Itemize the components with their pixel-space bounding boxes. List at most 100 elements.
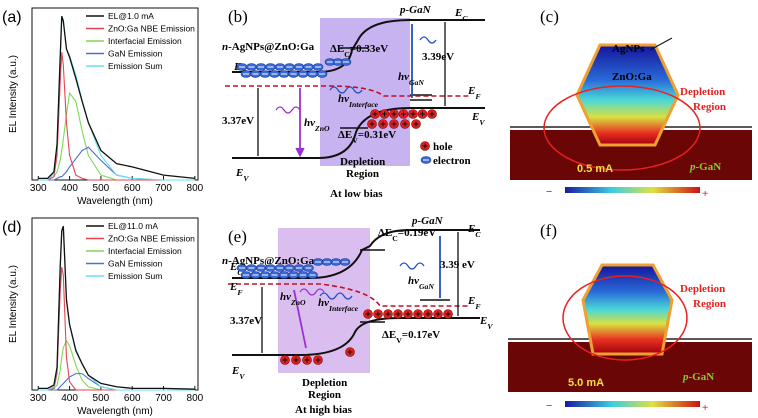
minus: − — [546, 400, 552, 412]
ef-right: EF — [467, 295, 480, 311]
x-tick-label: 400 — [61, 393, 78, 404]
plus: + — [702, 188, 708, 200]
hole-sign — [405, 311, 411, 317]
agnps: AgNPs — [612, 43, 645, 55]
ef-right-part: E — [467, 85, 475, 97]
pgan-part: p — [682, 371, 689, 383]
hole-sign — [369, 121, 375, 127]
series-line — [38, 52, 195, 181]
ef-right-part: F — [475, 92, 480, 101]
title-part: -AgNPs@ZnO:Ga — [228, 41, 315, 53]
depletion-outline — [543, 85, 701, 171]
pgan: p-GaN — [411, 215, 444, 227]
hv-gan-part: hν — [408, 275, 419, 287]
region: Region — [346, 168, 379, 180]
ev-left: EV — [231, 365, 245, 381]
label: (f) — [540, 221, 557, 240]
hole-sign — [365, 311, 371, 317]
region: Region — [693, 101, 726, 113]
ev-right-part: E — [471, 111, 479, 123]
dEc-part: C — [344, 50, 350, 59]
fermi-level — [225, 85, 470, 97]
legend-label: Interfacial Emission — [108, 246, 182, 256]
hole-sign — [382, 111, 387, 117]
dEv: ΔEV=0.31eV — [338, 129, 396, 145]
ev-right-part: V — [479, 118, 485, 127]
ev-right-part: V — [487, 322, 493, 331]
ev-left-part: V — [239, 372, 245, 381]
y-axis-title: EL Intensity (a.u.) — [8, 55, 19, 133]
title-part: -AgNPs@ZnO:Ga — [228, 255, 315, 267]
hv-zno-part: ZnO — [314, 124, 330, 133]
ef-right-part: F — [475, 302, 480, 311]
hole-sign — [385, 311, 391, 317]
hole-sign — [395, 311, 401, 317]
title-part: n — [222, 41, 228, 53]
dEc-part: C — [392, 234, 398, 243]
x-tick-label: 700 — [155, 183, 172, 194]
fermi-level — [228, 283, 470, 307]
x-tick-label: 500 — [93, 183, 110, 194]
hv-zno-part: hν — [304, 117, 315, 129]
label: (c) — [540, 7, 559, 26]
ec-right-part: C — [462, 14, 468, 23]
hv-interface: hνInterface — [338, 93, 379, 109]
ev-left: EV — [235, 167, 249, 183]
title: n-AgNPs@ZnO:Ga — [222, 255, 315, 267]
ev-left-part: E — [235, 167, 243, 179]
hv-interface-part: Interface — [348, 100, 379, 109]
pointer — [649, 37, 673, 51]
ev-left-part: E — [231, 365, 239, 377]
hole-sign — [445, 311, 451, 317]
ec-right-part: E — [467, 223, 475, 235]
ev-right: EV — [479, 315, 493, 331]
ec-right-part: E — [454, 7, 462, 19]
nanoparticle — [575, 43, 680, 147]
gap-right: 3.39eV — [422, 51, 454, 63]
hole-sign — [435, 311, 441, 317]
hv-gan: hνGaN — [398, 71, 424, 87]
x-axis-title: Wavelength (nm) — [77, 196, 153, 207]
series-line — [38, 339, 195, 391]
ef-left-part: E — [229, 281, 237, 293]
ec-right: EC — [454, 7, 468, 23]
dEc-part: =0.33eV — [350, 43, 388, 55]
hole-sign — [422, 143, 428, 149]
ev-left-part: V — [243, 174, 249, 183]
color-bar — [565, 187, 700, 193]
hv-gan-part: hν — [398, 71, 409, 83]
pgan-part: -GaN — [696, 161, 722, 173]
ec-left-part: C — [237, 268, 243, 277]
bias: At high bias — [295, 404, 353, 416]
title: n-AgNPs@ZnO:Ga — [222, 41, 315, 53]
ec-left: EC — [229, 261, 243, 277]
hole-sign — [304, 357, 310, 363]
hv-gan-part: GaN — [409, 78, 424, 87]
ef-left: EF — [229, 281, 242, 297]
dEv-part: V — [396, 336, 402, 345]
hv-interface-part: hν — [338, 93, 349, 105]
ec-left-part: E — [229, 261, 237, 273]
pgan: p-GaN — [689, 161, 721, 173]
pgan-part: -GaN — [689, 371, 715, 383]
hole-sign — [372, 111, 378, 117]
ev-right-part: E — [479, 315, 487, 327]
hole-sign — [347, 349, 353, 355]
hole-sign — [391, 111, 397, 117]
legend-label: ZnO:Ga NBE Emission — [108, 24, 195, 34]
hole-sign — [415, 311, 421, 317]
label: (e) — [228, 227, 247, 246]
arrows-e — [261, 232, 459, 353]
x-tick-label: 500 — [93, 393, 110, 404]
hv-gan-part: GaN — [419, 282, 434, 291]
dEv-part: =0.17eV — [402, 329, 440, 341]
series-line — [38, 91, 195, 181]
dEc: ΔEC=0.33eV — [330, 43, 388, 59]
hv-gan: hνGaN — [408, 275, 434, 291]
series-line — [38, 373, 195, 391]
series-line — [38, 267, 195, 391]
x-axis-title: Wavelength (nm) — [77, 406, 153, 417]
hv-zno: hνZnO — [304, 117, 330, 133]
legend-label: EL@1.0 mA — [108, 11, 154, 21]
